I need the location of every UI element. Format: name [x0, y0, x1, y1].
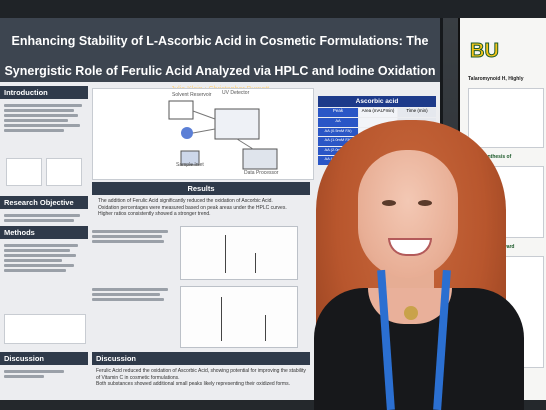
- right-eye: [418, 200, 432, 206]
- chromatogram-peak: [265, 315, 266, 341]
- table-header: Peak: [318, 108, 358, 117]
- section-discussion-left: Discussion: [0, 352, 88, 365]
- poster-title-line2: Synergistic Role of Ferulic Acid Analyze…: [4, 64, 436, 78]
- methods-text: [4, 242, 84, 274]
- label-sample-inlet: Sample Inlet: [176, 162, 204, 168]
- discussion-bullets: Ferulic Acid reduced the oxidation of As…: [96, 368, 306, 388]
- section-results: Results: [92, 182, 310, 195]
- left-eye: [382, 200, 396, 206]
- section-methods: Methods: [0, 226, 88, 239]
- face: [358, 150, 458, 278]
- equation: [4, 368, 84, 380]
- label-data-processor: Data Processor: [244, 170, 279, 176]
- chromatogram-2: [180, 286, 298, 348]
- intro-text: [4, 102, 84, 134]
- molecule-figure: [46, 158, 82, 186]
- molecule-figure: [6, 158, 42, 186]
- label-uv-detector: UV Detector: [222, 90, 250, 96]
- chromatogram-peak: [221, 297, 222, 341]
- hplc-schematic: [168, 100, 278, 170]
- objective-text: [4, 212, 84, 224]
- results-bullet: Oxidation percentages were measured base…: [98, 204, 287, 211]
- table-header: Time (min): [398, 108, 436, 117]
- results-bullet: Higher ratios consistently showed a stro…: [98, 211, 211, 217]
- chart-caption-1: [92, 228, 172, 245]
- discussion-bullet: Ferulic Acid reduced the oxidation of As…: [96, 368, 306, 381]
- chromatogram-1: [180, 226, 298, 280]
- necklace-pendant: [404, 306, 418, 320]
- hplc-diagram: [92, 88, 314, 180]
- chromatogram-peak: [255, 253, 256, 273]
- side-subheading: Biosynthesis of: [474, 154, 512, 160]
- section-discussion: Discussion: [92, 352, 310, 365]
- ceiling-frame: [0, 0, 546, 18]
- table-header-row: Peak Area (mAU*min) Time (min): [318, 108, 436, 117]
- discussion-bullet: Both substances showed additional small …: [96, 381, 290, 387]
- poster-title-line1: Enhancing Stability of L-Ascorbic Acid i…: [11, 34, 429, 48]
- poster-title-band: Enhancing Stability of L-Ascorbic Acid i…: [0, 18, 440, 93]
- results-bullets: The addition of Ferulic Acid significant…: [98, 198, 304, 218]
- section-introduction: Introduction: [0, 86, 88, 99]
- label-solvent-reservoir: Solvent Reservoir: [172, 92, 212, 98]
- results-bullet: The addition of Ferulic Acid significant…: [98, 198, 273, 204]
- smile: [388, 238, 432, 256]
- molecule-structure: [468, 88, 544, 148]
- university-logo: BU: [470, 40, 500, 63]
- table-title: Ascorbic acid: [318, 96, 436, 107]
- table-header: Area (mAU*min): [359, 108, 397, 117]
- presenter-person: [296, 120, 546, 410]
- chart-caption-2: [92, 286, 172, 303]
- side-heading: Talaromynoid H, Highly: [468, 76, 524, 82]
- chromatogram-peak: [225, 235, 226, 273]
- section-research-objective: Research Objective: [0, 196, 88, 209]
- reaction-scheme: [4, 314, 86, 344]
